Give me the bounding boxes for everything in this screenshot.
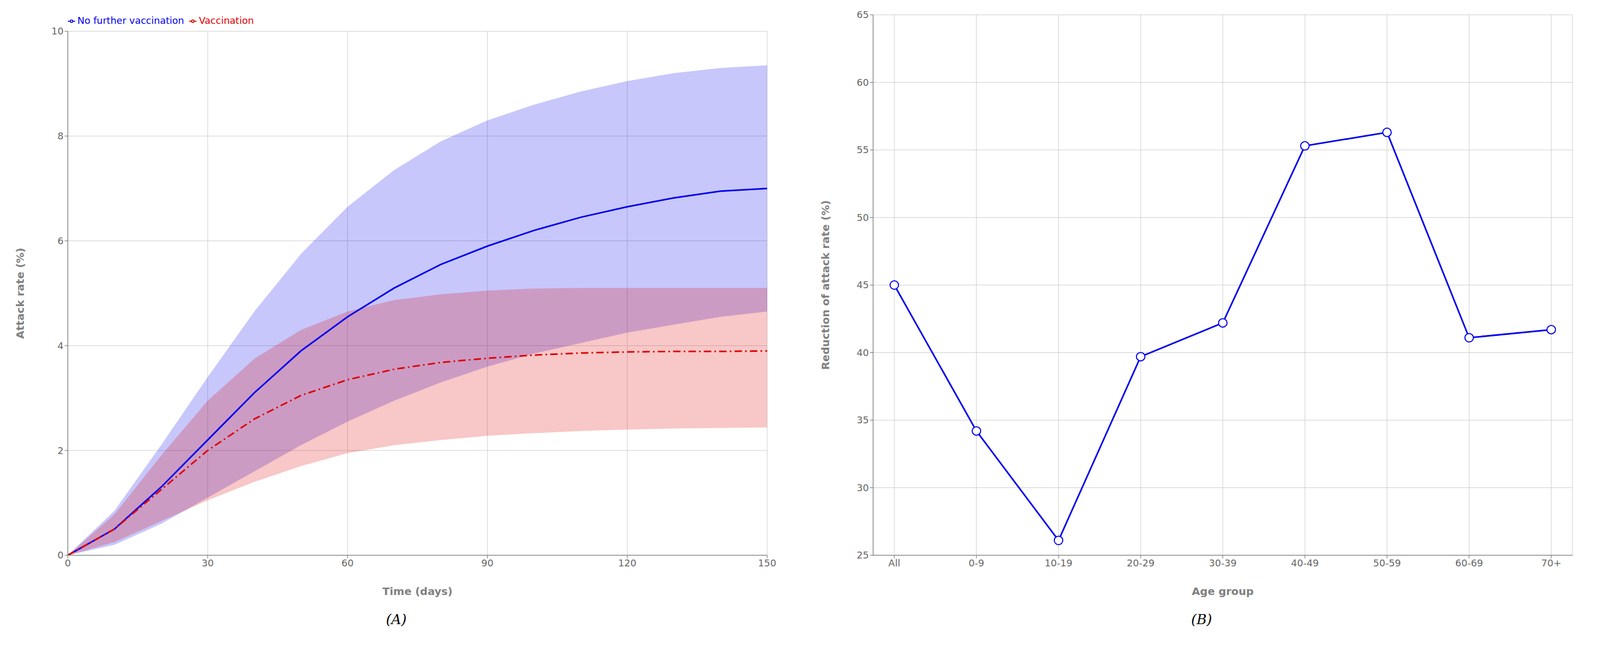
svg-text:10: 10: [51, 25, 64, 37]
svg-text:35: 35: [856, 414, 869, 426]
svg-text:60-69: 60-69: [1455, 557, 1483, 569]
svg-text:40: 40: [856, 347, 869, 359]
svg-text:2: 2: [57, 445, 64, 457]
svg-text:70+: 70+: [1541, 557, 1562, 569]
svg-text:30: 30: [856, 482, 869, 494]
svg-text:60: 60: [856, 76, 869, 88]
svg-text:20-29: 20-29: [1126, 557, 1155, 569]
svg-text:45: 45: [856, 279, 869, 291]
svg-text:Time (days): Time (days): [382, 584, 453, 598]
svg-text:120: 120: [618, 557, 637, 569]
svg-text:30-39: 30-39: [1209, 557, 1237, 569]
svg-text:60: 60: [341, 557, 354, 569]
svg-text:8: 8: [57, 130, 64, 142]
html-text:No further vaccination: No further vaccination: [77, 14, 185, 26]
html-text:(B): (B): [1191, 611, 1213, 628]
svg-text:4: 4: [57, 340, 64, 352]
html-text:(A): (A): [385, 611, 407, 628]
svg-text:65: 65: [856, 9, 869, 21]
svg-text:Attack rate (%): Attack rate (%): [13, 247, 27, 340]
svg-text:0: 0: [64, 557, 71, 569]
svg-text:25: 25: [856, 549, 869, 561]
svg-text:50: 50: [856, 211, 869, 224]
svg-text:Age group: Age group: [1192, 584, 1255, 598]
html-text:Vaccination: Vaccination: [198, 14, 254, 26]
svg-text:50-59: 50-59: [1373, 557, 1401, 569]
svg-text:55: 55: [856, 144, 869, 156]
svg-text:0: 0: [57, 549, 64, 561]
svg-text:10-19: 10-19: [1044, 557, 1073, 569]
svg-text:All: All: [888, 557, 901, 569]
svg-text:0-9: 0-9: [968, 557, 984, 569]
svg-text:6: 6: [57, 235, 64, 247]
svg-text:Reduction of attack rate (%): Reduction of attack rate (%): [819, 200, 832, 370]
svg-text:40-49: 40-49: [1291, 557, 1319, 569]
svg-text:150: 150: [758, 557, 777, 569]
svg-text:90: 90: [481, 557, 494, 569]
svg-text:30: 30: [201, 557, 215, 569]
